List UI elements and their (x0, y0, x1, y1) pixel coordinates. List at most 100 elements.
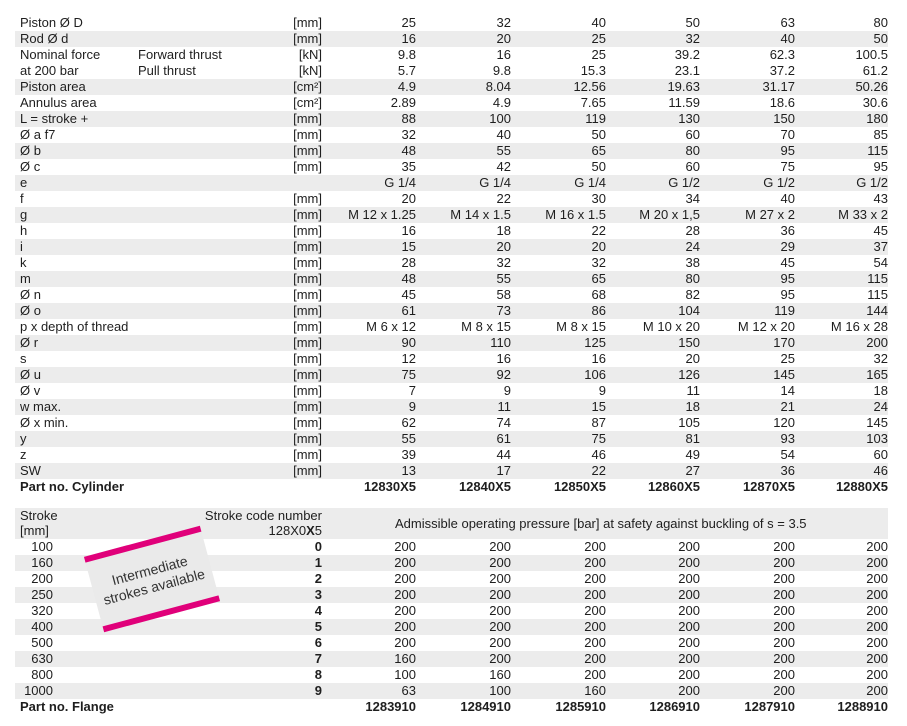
pressure-value: 200 (678, 587, 700, 602)
row-label: z (20, 447, 27, 462)
cell-value: 16 (591, 351, 606, 366)
row-unit: [mm] (293, 111, 322, 126)
cell-value: 145 (866, 415, 888, 430)
row-unit: [kN] (298, 47, 322, 62)
pressure-value: 200 (584, 603, 606, 618)
row-sublabel (138, 143, 258, 159)
row-sublabel (138, 447, 258, 463)
cell-value: 5.7 (397, 63, 416, 78)
table-row: Ø c [mm] 35 42 50 60 75 95 (15, 159, 888, 175)
row-label: k (20, 255, 27, 270)
pressure-value: 200 (584, 619, 606, 634)
cell-value: M 20 x 1,5 (639, 207, 700, 222)
row-label: Ø x min. (20, 415, 69, 430)
row-unit: [mm] (293, 143, 322, 158)
table-row: Nominal force Forward thrust [kN] 9.8 16 25 39… (15, 47, 888, 63)
cell-value: 170 (773, 335, 795, 350)
cell-value: 55 (496, 143, 511, 158)
pressure-value: 200 (678, 635, 700, 650)
part-number: 1288910 (837, 699, 888, 714)
cell-value: G 1/4 (574, 175, 606, 190)
cell-value: 50 (685, 15, 700, 30)
cell-value: 95 (780, 287, 795, 302)
cell-value: 32 (685, 31, 700, 46)
row-sublabel (138, 111, 258, 127)
row-label: y (20, 431, 27, 446)
pressure-value: 200 (866, 683, 888, 698)
cell-value: 61 (401, 303, 416, 318)
row-sublabel (138, 175, 258, 191)
row-sublabel: Forward thrust (138, 47, 222, 62)
stroke-code: 9 (314, 683, 322, 698)
pressure-value: 200 (394, 587, 416, 602)
cell-value: 165 (866, 367, 888, 382)
cell-value: 27 (685, 463, 700, 478)
part-number: 12880X5 (835, 479, 888, 494)
table-row: Annulus area [cm²] 2.89 4.9 7.65 11.59 18.6 30.… (15, 95, 888, 111)
cell-value: 75 (401, 367, 416, 382)
table-row: 200 2 200 200 200 200 200 200 (15, 571, 888, 587)
row-label: f (20, 191, 24, 206)
cell-value: 86 (591, 303, 606, 318)
row-unit: [mm] (293, 415, 322, 430)
row-unit: [mm] (293, 15, 322, 30)
code-variable: X (306, 523, 315, 538)
cell-value: 20 (401, 191, 416, 206)
cell-value: 17 (496, 463, 511, 478)
part-number-row: Part no. Flange 1283910 1284910 1285910 1286… (15, 699, 888, 715)
cell-value: M 27 x 2 (745, 207, 795, 222)
row-label: s (20, 351, 27, 366)
cell-value: 18 (873, 383, 888, 398)
row-sublabel (138, 287, 258, 303)
cell-value: 61.2 (862, 63, 888, 78)
cell-value: 39.2 (674, 47, 700, 62)
table-row: Piston Ø D [mm] 25 32 40 50 63 80 (15, 15, 888, 31)
stroke-value: 500 (31, 635, 53, 650)
table-row: Ø r [mm] 90 110 125 150 170 200 (15, 335, 888, 351)
cell-value: 8.04 (485, 79, 511, 94)
pressure-value: 200 (584, 651, 606, 666)
cell-value: 82 (685, 287, 700, 302)
row-label: g (20, 207, 28, 222)
cell-value: 32 (591, 255, 606, 270)
cell-value: 20 (591, 239, 606, 254)
stroke-value: 1000 (24, 683, 53, 698)
cell-value: 50 (591, 127, 606, 142)
row-unit: [mm] (293, 239, 322, 254)
cell-value: 20 (496, 31, 511, 46)
pressure-value: 200 (773, 667, 795, 682)
stroke-value: 320 (31, 603, 53, 618)
cell-value: 32 (496, 255, 511, 270)
row-unit: [mm] (293, 159, 322, 174)
cell-value: 103 (866, 431, 888, 446)
row-label: Annulus area (20, 95, 97, 110)
row-sublabel (138, 383, 258, 399)
table-row: Ø o [mm] 61 73 86 104 119 144 (15, 303, 888, 319)
cell-value: 150 (773, 111, 795, 126)
stroke-value: 800 (31, 667, 53, 682)
row-label: m (20, 271, 31, 286)
row-label: Piston area (20, 79, 86, 94)
row-sublabel (138, 399, 258, 415)
cell-value: 29 (780, 239, 795, 254)
cell-value: 16 (496, 351, 511, 366)
stroke-value: 250 (31, 587, 53, 602)
pressure-value: 200 (394, 635, 416, 650)
row-sublabel (138, 159, 258, 175)
pressure-value: 200 (866, 619, 888, 634)
pressure-value: 200 (866, 635, 888, 650)
cell-value: 126 (678, 367, 700, 382)
cell-value: 104 (678, 303, 700, 318)
cell-value: 63 (780, 15, 795, 30)
cell-value: 120 (773, 415, 795, 430)
cell-value: M 16 x 28 (830, 319, 888, 334)
cell-value: 65 (591, 271, 606, 286)
cell-value: 25 (780, 351, 795, 366)
cell-value: 200 (866, 335, 888, 350)
cell-value: 9 (408, 399, 416, 414)
cell-value: 37 (873, 239, 888, 254)
table-row: 800 8 100 160 200 200 200 200 (15, 667, 888, 683)
stroke-code: 1 (314, 555, 322, 570)
cell-value: 95 (780, 271, 795, 286)
cell-value: 54 (780, 447, 795, 462)
